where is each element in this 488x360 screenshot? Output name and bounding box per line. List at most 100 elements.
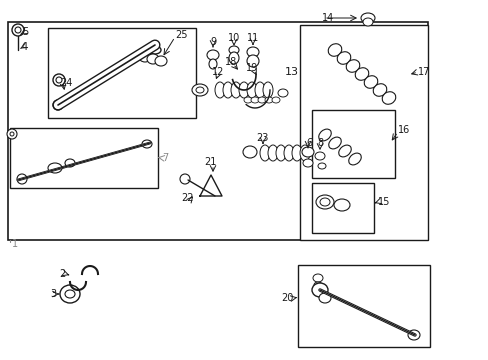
Ellipse shape: [60, 285, 80, 303]
Text: 21: 21: [203, 157, 216, 167]
Ellipse shape: [284, 145, 293, 161]
Ellipse shape: [275, 145, 285, 161]
Ellipse shape: [315, 195, 333, 209]
Ellipse shape: [314, 152, 325, 160]
Ellipse shape: [311, 283, 327, 297]
Text: 15: 15: [377, 197, 389, 207]
Text: 17: 17: [417, 67, 429, 77]
Ellipse shape: [372, 84, 386, 96]
Text: 22: 22: [182, 193, 194, 203]
Bar: [311, 110, 394, 178]
Ellipse shape: [263, 82, 272, 98]
Ellipse shape: [348, 153, 361, 165]
Ellipse shape: [65, 159, 75, 167]
Bar: [8, 22, 427, 240]
Ellipse shape: [65, 290, 75, 298]
Ellipse shape: [318, 293, 330, 303]
Text: 8: 8: [316, 138, 323, 148]
Ellipse shape: [17, 174, 27, 184]
Ellipse shape: [215, 82, 224, 98]
Bar: [297, 265, 429, 347]
Text: 1: 1: [12, 239, 18, 249]
Ellipse shape: [407, 330, 419, 340]
Ellipse shape: [319, 198, 329, 206]
Ellipse shape: [147, 54, 159, 64]
Ellipse shape: [333, 199, 349, 211]
Ellipse shape: [360, 13, 374, 23]
Ellipse shape: [139, 52, 151, 62]
Ellipse shape: [192, 84, 207, 96]
Ellipse shape: [206, 50, 219, 60]
Ellipse shape: [291, 145, 302, 161]
Ellipse shape: [246, 55, 259, 67]
Ellipse shape: [246, 82, 257, 98]
Ellipse shape: [196, 87, 203, 93]
Ellipse shape: [15, 27, 21, 33]
Ellipse shape: [53, 100, 63, 110]
Ellipse shape: [230, 82, 241, 98]
Ellipse shape: [223, 82, 232, 98]
Ellipse shape: [142, 140, 152, 148]
Ellipse shape: [10, 132, 14, 136]
Ellipse shape: [180, 174, 190, 184]
Text: 5: 5: [22, 27, 28, 37]
Bar: [311, 183, 373, 233]
Ellipse shape: [250, 97, 259, 103]
Text: 9: 9: [209, 37, 216, 47]
Ellipse shape: [346, 60, 359, 72]
Ellipse shape: [312, 274, 323, 282]
Ellipse shape: [302, 147, 313, 157]
Ellipse shape: [382, 92, 395, 104]
Ellipse shape: [12, 24, 24, 36]
Ellipse shape: [299, 145, 309, 161]
Ellipse shape: [260, 145, 269, 161]
Bar: [48, 28, 196, 118]
Ellipse shape: [318, 129, 330, 141]
Text: 23: 23: [255, 133, 267, 143]
Ellipse shape: [258, 97, 265, 103]
Ellipse shape: [149, 46, 161, 54]
Ellipse shape: [228, 52, 239, 64]
Text: 12: 12: [211, 67, 224, 77]
Ellipse shape: [7, 129, 17, 139]
Ellipse shape: [271, 97, 280, 103]
Ellipse shape: [48, 163, 62, 173]
Ellipse shape: [264, 97, 272, 103]
Text: 4: 4: [22, 42, 28, 52]
Bar: [299, 25, 427, 240]
Ellipse shape: [337, 52, 350, 64]
Ellipse shape: [317, 163, 325, 169]
Ellipse shape: [328, 137, 341, 149]
Text: 24: 24: [60, 78, 72, 88]
Text: 7: 7: [162, 153, 168, 163]
Ellipse shape: [327, 44, 341, 56]
Ellipse shape: [267, 145, 278, 161]
Text: 19: 19: [245, 63, 258, 73]
Ellipse shape: [303, 159, 312, 167]
Ellipse shape: [228, 46, 239, 54]
Ellipse shape: [362, 18, 372, 26]
Ellipse shape: [155, 56, 167, 66]
Text: 3: 3: [50, 289, 56, 299]
Text: 14: 14: [321, 13, 334, 23]
Ellipse shape: [364, 76, 377, 88]
Text: 6: 6: [305, 138, 311, 148]
Ellipse shape: [244, 97, 251, 103]
Ellipse shape: [243, 146, 257, 158]
Text: 16: 16: [397, 125, 409, 135]
Text: 25: 25: [175, 30, 187, 40]
Ellipse shape: [56, 77, 62, 83]
Ellipse shape: [208, 59, 217, 69]
Ellipse shape: [239, 82, 248, 98]
Text: 11: 11: [246, 33, 259, 43]
Text: 20: 20: [281, 293, 293, 303]
Ellipse shape: [313, 282, 321, 288]
Text: 10: 10: [227, 33, 240, 43]
Ellipse shape: [338, 145, 350, 157]
Bar: [10, 128, 158, 188]
Ellipse shape: [278, 89, 287, 97]
Text: 2: 2: [60, 269, 66, 279]
Ellipse shape: [246, 47, 259, 57]
Ellipse shape: [254, 82, 264, 98]
Ellipse shape: [354, 68, 368, 80]
